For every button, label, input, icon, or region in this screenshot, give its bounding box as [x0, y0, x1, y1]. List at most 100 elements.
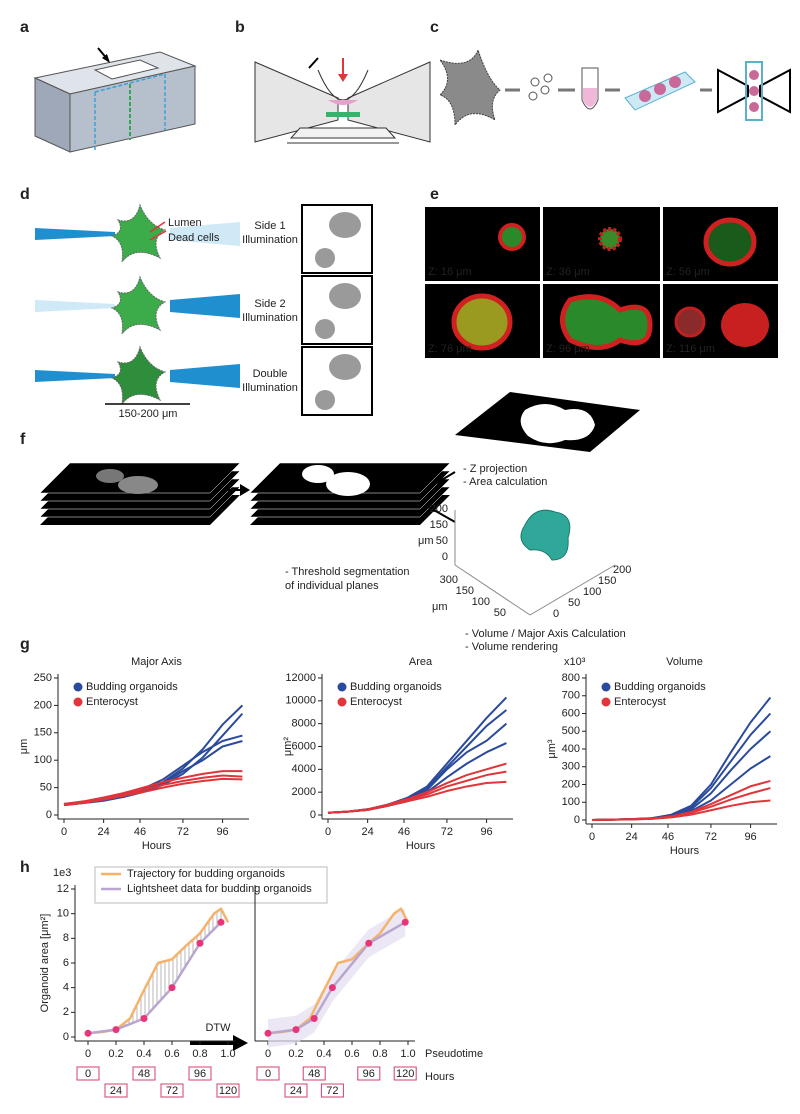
x-axis-label: Pseudotime: [425, 1048, 483, 1060]
axis-tick-label: 150: [598, 575, 616, 587]
x-tick-label: 0: [589, 831, 595, 843]
y-tick-label: 700: [562, 690, 580, 702]
panel-label: a: [20, 19, 29, 36]
step-label: - Area calculation: [463, 476, 547, 488]
panel-label: g: [20, 636, 30, 653]
axis-tick-label: 200: [430, 503, 448, 515]
axis-label: μm: [432, 601, 448, 613]
x-tick-label: 0.6: [344, 1048, 359, 1060]
hour-label: 24: [110, 1085, 122, 1097]
panel-label: h: [20, 859, 30, 876]
x-tick-label: 0: [325, 826, 331, 838]
hour-box: [76, 1066, 100, 1081]
axis-tick-label: 150: [430, 519, 448, 531]
series-line: [591, 696, 772, 821]
y-tick-label: 100: [34, 754, 52, 766]
series-line: [87, 921, 222, 1035]
series-line: [87, 907, 230, 1035]
workflow-illustration: [438, 48, 791, 127]
hour-box: [160, 1083, 184, 1098]
chart-title: Area: [409, 656, 433, 668]
x-tick-label: 0.8: [372, 1048, 387, 1060]
x-tick-label: 72: [441, 826, 453, 838]
illumination-label: Side 1: [254, 220, 285, 232]
x-tick-label: 0: [85, 1048, 91, 1060]
data-point: [264, 1029, 272, 1037]
x-tick-label: 0.2: [108, 1048, 123, 1060]
z-label: Z: 36 μm: [546, 266, 590, 278]
data-point: [196, 939, 204, 947]
y-tick-label: 0: [63, 1031, 69, 1043]
y-tick-label: 500: [562, 725, 580, 737]
hour-label: 96: [194, 1068, 206, 1080]
legend-swatch: [601, 697, 611, 707]
step-label: - Volume / Major Axis Calculation: [465, 628, 626, 640]
hour-box: [216, 1083, 240, 1098]
illumination-label: Double: [253, 368, 288, 380]
hours-label: Hours: [425, 1071, 455, 1083]
y-tick-label: 12: [57, 883, 69, 895]
axis-tick-label: 100: [583, 586, 601, 598]
y-tick-label: 600: [562, 707, 580, 719]
axis-tick-label: 150: [456, 585, 474, 597]
annotation: Lumen: [168, 217, 202, 229]
y-axis-label: Organoid area [μm²]: [39, 914, 51, 1013]
z-label: Z: 96 μm: [546, 343, 590, 355]
y-tick-label: 400: [562, 743, 580, 755]
legend-label: Budding organoids: [614, 681, 706, 693]
step-label: - Z projection: [463, 463, 527, 475]
y-tick-label: 2: [63, 1006, 69, 1018]
panel-label: c: [430, 19, 439, 36]
illumination-label: Side 2: [254, 298, 285, 310]
series-line: [327, 762, 507, 814]
hour-box: [320, 1083, 344, 1098]
legend-label: Trajectory for budding organoids: [127, 868, 285, 880]
y-scale-label: x10³: [564, 656, 586, 668]
axis-tick-label: 100: [472, 596, 490, 608]
series-line: [267, 921, 406, 1035]
y-tick-label: 100: [562, 796, 580, 808]
y-tick-label: 4: [63, 982, 69, 994]
y-tick-label: 10: [57, 908, 69, 920]
hour-box: [357, 1066, 381, 1081]
y-tick-label: 0: [46, 809, 52, 821]
illumination-illustration: [35, 203, 373, 416]
x-tick-label: 0.8: [192, 1048, 207, 1060]
x-tick-label: 24: [98, 826, 110, 838]
y-tick-label: 150: [34, 727, 52, 739]
x-tick-label: 96: [480, 826, 492, 838]
hour-label: 120: [219, 1085, 237, 1097]
illumination-label: Illumination: [242, 382, 298, 394]
y-tick-label: 6: [63, 957, 69, 969]
y-axis-label: μm³: [546, 739, 558, 759]
legend-label: Enterocyst: [614, 696, 666, 708]
data-point: [292, 1026, 300, 1034]
device-illustration: [33, 47, 197, 153]
y-scale-label: 1e3: [53, 867, 71, 879]
z-label: Z: 76 μm: [428, 343, 472, 355]
y-tick-label: 800: [562, 672, 580, 684]
axis-tick-label: 0: [442, 551, 448, 563]
axis-tick-label: 50: [494, 607, 506, 619]
data-point: [168, 984, 176, 992]
step-label: - Volume rendering: [465, 641, 558, 653]
x-axis-label: Hours: [670, 845, 700, 857]
y-tick-label: 10000: [285, 695, 316, 707]
x-tick-label: 72: [705, 831, 717, 843]
chart-title: Major Axis: [131, 656, 182, 668]
hour-label: 120: [396, 1068, 414, 1080]
illumination-label: Illumination: [242, 312, 298, 324]
dtw-arrow-head: [233, 1035, 248, 1051]
series-line: [63, 774, 243, 806]
z-label: Z: 56 μm: [666, 266, 710, 278]
panel-label: b: [235, 19, 245, 36]
y-tick-label: 6000: [292, 740, 316, 752]
legend-label: Enterocyst: [350, 696, 402, 708]
data-point: [84, 1029, 92, 1037]
data-point: [310, 1015, 318, 1022]
x-tick-label: 72: [177, 826, 189, 838]
x-tick-label: 46: [134, 826, 146, 838]
hour-label: 0: [85, 1068, 91, 1080]
z-label: Z: 16 μm: [428, 266, 472, 278]
